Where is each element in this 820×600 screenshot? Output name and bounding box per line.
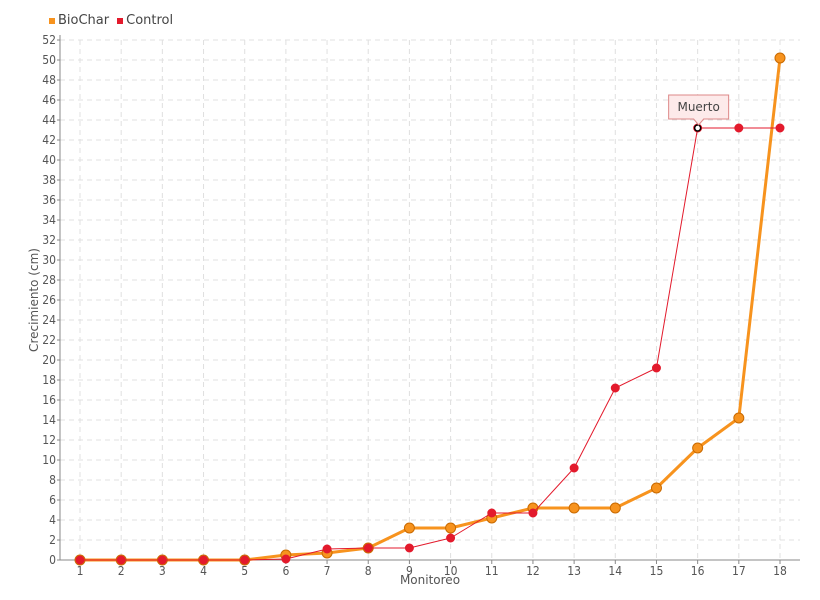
annotation-marker[interactable] [693, 124, 702, 132]
y-tick-label-26: 26 [42, 293, 56, 307]
y-tick-label-16: 16 [42, 393, 56, 407]
y-tick-label-14: 14 [42, 413, 56, 427]
y-tick-label-24: 24 [42, 313, 56, 327]
x-tick-label-15: 15 [650, 564, 664, 578]
data-point-control-8[interactable] [363, 543, 373, 553]
data-point-control-1[interactable] [75, 555, 85, 565]
y-tick-label-36: 36 [42, 193, 56, 207]
legend-item-control[interactable]: Control [117, 13, 173, 28]
data-point-biochar-16[interactable] [692, 442, 704, 454]
data-point-control-13[interactable] [569, 463, 579, 473]
series-layer [74, 52, 786, 566]
data-point-control-2[interactable] [116, 555, 126, 565]
data-point-control-3[interactable] [157, 555, 167, 565]
y-tick-label-32: 32 [42, 233, 56, 247]
y-tick-label-42: 42 [42, 133, 56, 147]
y-tick-label-34: 34 [42, 213, 56, 227]
data-point-control-15[interactable] [651, 363, 661, 373]
y-tick-label-52: 52 [42, 33, 56, 47]
data-point-biochar-18[interactable] [774, 52, 786, 64]
data-point-control-12[interactable] [528, 508, 538, 518]
y-tick-label-10: 10 [42, 453, 56, 467]
series-line-control [80, 127, 780, 561]
x-tick-label-11: 11 [485, 564, 499, 578]
data-point-control-10[interactable] [446, 533, 456, 543]
data-point-biochar-10[interactable] [445, 522, 457, 534]
y-tick-label-0: 0 [49, 553, 56, 567]
legend-label-control: Control [126, 13, 174, 28]
legend-label-biochar: BioChar [58, 13, 110, 28]
y-axis-title: Crecimiento (cm) [27, 248, 41, 352]
data-point-biochar-15[interactable] [650, 482, 662, 494]
x-tick-label-8: 8 [365, 564, 372, 578]
x-tick-label-3: 3 [159, 564, 166, 578]
x-tick-label-9: 9 [406, 564, 413, 578]
annotation-layer: Muerto [668, 94, 730, 132]
legend-swatch-biochar [49, 17, 55, 24]
data-point-biochar-9[interactable] [403, 522, 415, 534]
x-tick-label-7: 7 [324, 564, 331, 578]
data-point-control-6[interactable] [281, 554, 291, 564]
x-tick-label-18: 18 [773, 564, 787, 578]
x-axis-title: Monitoreo [400, 573, 460, 587]
data-point-biochar-17[interactable] [733, 412, 745, 424]
y-tick-label-8: 8 [49, 473, 56, 487]
y-tick-label-40: 40 [42, 153, 56, 167]
data-point-control-5[interactable] [240, 555, 250, 565]
data-point-biochar-14[interactable] [609, 502, 621, 514]
y-tick-label-22: 22 [42, 333, 56, 347]
y-tick-label-50: 50 [42, 53, 56, 67]
y-tick-label-18: 18 [42, 373, 56, 387]
y-tick-label-46: 46 [42, 93, 56, 107]
data-point-control-7[interactable] [322, 544, 332, 554]
y-tick-label-4: 4 [49, 513, 56, 527]
x-tick-label-16: 16 [691, 564, 705, 578]
y-tick-label-28: 28 [42, 273, 56, 287]
x-tick-label-4: 4 [200, 564, 207, 578]
x-tick-label-12: 12 [526, 564, 540, 578]
data-point-control-9[interactable] [404, 543, 414, 553]
y-tick-label-44: 44 [42, 113, 56, 127]
x-tick-label-1: 1 [77, 564, 84, 578]
legend: BioChar Control [49, 13, 173, 28]
legend-item-biochar[interactable]: BioChar [49, 13, 109, 28]
x-tick-label-2: 2 [118, 564, 125, 578]
x-tick-label-5: 5 [241, 564, 248, 578]
data-point-control-17[interactable] [734, 123, 744, 133]
y-tick-label-38: 38 [42, 173, 56, 187]
x-tick-label-10: 10 [444, 564, 458, 578]
x-tick-label-14: 14 [608, 564, 622, 578]
data-point-control-11[interactable] [487, 508, 497, 518]
data-point-control-4[interactable] [199, 555, 209, 565]
x-tick-label-6: 6 [282, 564, 289, 578]
legend-swatch-control [117, 17, 124, 24]
grid-layer [60, 39, 800, 560]
data-point-control-14[interactable] [610, 383, 620, 393]
y-tick-label-48: 48 [42, 73, 56, 87]
data-point-biochar-13[interactable] [568, 502, 580, 514]
x-tick-label-13: 13 [567, 564, 581, 578]
y-tick-label-20: 20 [42, 353, 56, 367]
annotation-tooltip-box [668, 94, 730, 126]
axis-layer: 0246810121416182022242628303234363840424… [42, 33, 800, 578]
series-line-biochar [80, 57, 782, 562]
data-point-control-18[interactable] [775, 123, 785, 133]
x-tick-label-17: 17 [732, 564, 746, 578]
annotation-tooltip-text: Muerto [677, 100, 719, 114]
y-tick-label-6: 6 [49, 493, 56, 507]
y-tick-label-12: 12 [42, 433, 56, 447]
y-tick-label-30: 30 [42, 253, 56, 267]
y-tick-label-2: 2 [49, 533, 56, 547]
